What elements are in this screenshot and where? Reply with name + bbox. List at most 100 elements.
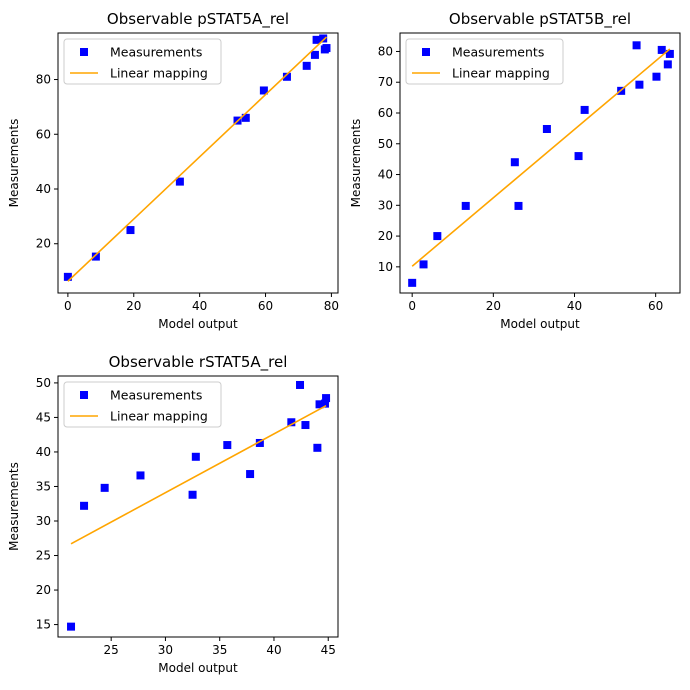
data-point [320,399,329,408]
legend-box [63,381,222,428]
legend: Measurements Linear mapping [63,381,222,428]
x-tick-label: 60 [258,299,273,313]
legend-label: Linear mapping [452,66,550,81]
axes-frame [57,32,339,294]
data-point [296,380,305,389]
y-tick-label: 20 [36,237,51,251]
y-tick-label: 80 [378,44,393,58]
y-tick-label: 80 [36,73,51,87]
x-tick-label: 0 [64,299,72,313]
y-tick-label: 50 [36,376,51,390]
y-tick-label: 60 [36,127,51,141]
data-point [67,622,76,631]
legend-marker-swatch [80,391,88,399]
data-point [574,152,583,161]
data-point [657,45,666,54]
data-point [542,125,551,133]
data-point [259,86,268,95]
data-point [175,177,184,186]
data-point [287,418,296,427]
data-point [580,105,589,114]
data-point [310,50,319,59]
y-tick-label: 40 [36,445,51,459]
axes-frame [57,375,339,638]
data-point [255,438,264,447]
data-point [241,113,250,122]
legend-label: Linear mapping [110,409,208,424]
data-point [408,278,417,287]
data-point [510,158,519,167]
legend: Measurements Linear mapping [405,38,564,85]
data-point [652,72,661,81]
legend-box [405,38,564,85]
data-point [91,252,100,261]
y-tick-label: 10 [378,260,393,274]
axes-frame [399,32,681,294]
y-axis-label: Measurements [349,119,363,208]
data-point [191,452,200,461]
data-point [433,232,442,241]
y-tick-label: 30 [378,198,393,212]
x-tick-label: 80 [324,299,339,313]
data-point [322,44,331,53]
data-point [635,80,644,89]
y-tick-label: 70 [378,75,393,89]
x-tick-label: 45 [321,643,336,657]
data-point [126,226,135,235]
data-point [188,490,197,499]
x-tick-label: 60 [648,299,663,313]
subplot-1: Observable pSTAT5A_rel 0 20 40 60 80 20 40 60 80 M… [7,10,339,331]
data-point [315,400,324,409]
x-tick-label: 0 [408,299,416,313]
data-point [246,470,255,479]
x-tick-label: 20 [486,299,501,313]
linear-mapping-line [411,48,671,267]
linear-mapping-line [70,404,327,545]
legend: Measurements Linear mapping [63,38,222,85]
legend-label: Measurements [110,388,202,403]
data-point [302,61,311,70]
data-point [461,201,470,210]
chart-title: Observable pSTAT5B_rel [449,10,631,29]
x-tick-label: 40 [567,299,582,313]
legend-marker-swatch [422,48,430,56]
data-point [419,260,428,269]
data-point [322,394,331,403]
data-point [665,49,674,58]
data-point [514,201,523,210]
x-axis-label: Model output [158,317,238,331]
x-tick-label: 25 [104,643,119,657]
data-point [313,443,322,452]
y-tick-label: 30 [36,514,51,528]
y-tick-label: 15 [36,618,51,632]
legend-label: Measurements [452,45,544,60]
chart-title: Observable rSTAT5A_rel [109,353,288,372]
legend-label: Linear mapping [110,66,208,81]
x-axis-label: Model output [500,317,580,331]
y-tick-label: 20 [378,229,393,243]
data-point [301,421,310,430]
y-axis-label: Measurements [7,119,21,208]
legend-box [63,38,222,85]
data-point [319,34,328,43]
data-point [100,483,109,492]
x-tick-label: 20 [126,299,141,313]
data-point [223,441,232,450]
x-axis-label: Model output [158,661,238,675]
x-tick-label: 40 [192,299,207,313]
x-tick-label: 35 [212,643,227,657]
data-point [632,41,641,50]
subplot-2: Observable pSTAT5B_rel 0 20 40 60 10 20 30 40 50 6… [349,10,681,331]
y-tick-label: 40 [378,168,393,182]
y-tick-label: 35 [36,479,51,493]
x-tick-label: 30 [158,643,173,657]
data-point [136,471,145,480]
legend-marker-swatch [80,48,88,56]
y-axis-label: Measurements [7,462,21,551]
y-tick-label: 50 [378,137,393,151]
y-tick-label: 60 [378,106,393,120]
y-tick-label: 20 [36,583,51,597]
y-tick-label: 25 [36,549,51,563]
legend-label: Measurements [110,45,202,60]
